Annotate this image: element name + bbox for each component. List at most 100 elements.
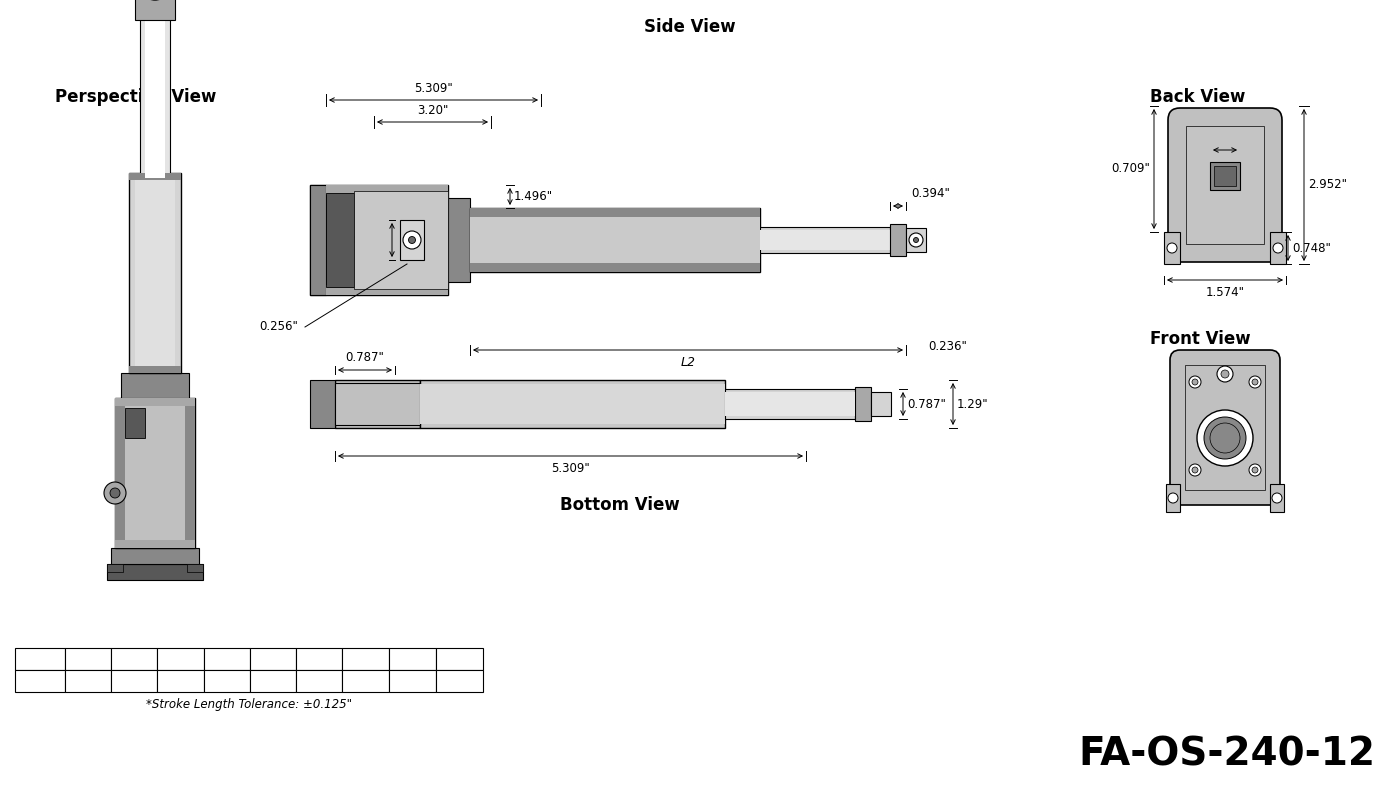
Text: 0.256": 0.256" — [259, 321, 298, 334]
Text: 1.574": 1.574" — [1205, 286, 1245, 299]
Text: 9": 9" — [267, 654, 279, 664]
Text: 0.709": 0.709" — [349, 234, 386, 246]
Bar — [1210, 162, 1240, 190]
Text: 23.425": 23.425" — [343, 676, 388, 686]
Circle shape — [111, 488, 120, 498]
Text: 24": 24" — [403, 654, 423, 664]
Bar — [1270, 484, 1284, 512]
Text: 6.417": 6.417" — [70, 676, 106, 686]
Text: 0.787": 0.787" — [346, 351, 385, 364]
Bar — [134, 0, 175, 20]
Bar — [435, 648, 483, 670]
Text: Side View: Side View — [644, 18, 736, 36]
Text: 35.236": 35.236" — [437, 676, 482, 686]
Text: 9.646": 9.646" — [162, 676, 199, 686]
Circle shape — [1204, 417, 1246, 459]
Bar — [420, 384, 725, 424]
Bar — [342, 670, 389, 692]
Text: L2: L2 — [32, 676, 48, 686]
Circle shape — [1221, 370, 1229, 378]
Bar — [251, 670, 295, 692]
Circle shape — [403, 231, 421, 249]
Text: 0.748": 0.748" — [1292, 242, 1331, 254]
Bar — [204, 648, 251, 670]
Bar — [115, 398, 125, 548]
Bar — [309, 185, 326, 295]
Bar — [134, 173, 175, 373]
Bar — [64, 648, 111, 670]
Text: 2.952": 2.952" — [1308, 178, 1347, 191]
Bar — [129, 173, 181, 180]
Text: 29.331": 29.331" — [391, 676, 434, 686]
Bar — [354, 191, 448, 289]
Bar — [760, 227, 890, 253]
Text: 0.709": 0.709" — [1112, 162, 1149, 175]
Bar — [157, 670, 204, 692]
Circle shape — [1191, 379, 1198, 385]
Text: FA-OS-240-12: FA-OS-240-12 — [1078, 736, 1375, 774]
Text: 1.29": 1.29" — [958, 398, 988, 410]
Bar — [470, 208, 760, 217]
Text: Perspective View: Perspective View — [55, 88, 217, 106]
Text: 6": 6" — [221, 654, 234, 664]
Bar — [140, 18, 169, 178]
Bar — [890, 224, 906, 256]
Circle shape — [1249, 376, 1261, 388]
Bar — [106, 564, 203, 580]
Bar — [760, 230, 890, 250]
Circle shape — [1189, 376, 1201, 388]
Circle shape — [1252, 379, 1259, 385]
Bar — [309, 380, 335, 428]
Bar — [326, 193, 354, 287]
Text: Bottom View: Bottom View — [560, 496, 680, 514]
Bar — [295, 648, 342, 670]
Bar — [335, 383, 420, 425]
Text: 12": 12" — [309, 654, 329, 664]
Bar — [470, 263, 760, 272]
Circle shape — [1168, 243, 1177, 253]
Text: 11.614": 11.614" — [204, 676, 249, 686]
Bar — [129, 173, 181, 373]
Text: 0.236": 0.236" — [928, 339, 967, 353]
Text: 0.787": 0.787" — [907, 398, 946, 410]
Circle shape — [1273, 493, 1282, 503]
Bar — [906, 228, 925, 252]
Bar — [1270, 232, 1287, 264]
Bar — [295, 670, 342, 692]
Bar — [1186, 126, 1264, 244]
FancyBboxPatch shape — [1170, 350, 1280, 505]
Circle shape — [1168, 493, 1177, 503]
Bar — [146, 18, 165, 178]
Bar — [855, 387, 871, 421]
Circle shape — [1197, 410, 1253, 466]
Bar — [326, 285, 448, 295]
Bar — [115, 398, 195, 548]
Text: 14.547": 14.547" — [251, 676, 295, 686]
Bar — [115, 540, 195, 548]
Text: 4": 4" — [175, 654, 186, 664]
Circle shape — [1249, 464, 1261, 476]
Bar — [342, 648, 389, 670]
Text: 0.709": 0.709" — [1205, 130, 1245, 143]
Bar — [470, 217, 760, 263]
Bar — [389, 648, 435, 670]
FancyBboxPatch shape — [1168, 108, 1282, 262]
Text: Front View: Front View — [1149, 330, 1250, 348]
Text: Back View: Back View — [1149, 88, 1246, 106]
Text: 1": 1" — [81, 654, 94, 664]
Bar — [871, 392, 890, 416]
Bar — [115, 398, 195, 406]
Bar — [470, 208, 760, 272]
Text: 17.520": 17.520" — [297, 676, 342, 686]
Bar — [204, 670, 251, 692]
Circle shape — [104, 482, 126, 504]
Bar — [420, 380, 725, 428]
Bar — [120, 373, 189, 398]
Bar — [111, 548, 199, 564]
Bar — [435, 670, 483, 692]
Circle shape — [409, 237, 416, 243]
Text: 3": 3" — [127, 654, 140, 664]
Bar — [335, 380, 420, 428]
Circle shape — [1210, 423, 1240, 453]
Bar — [157, 648, 204, 670]
